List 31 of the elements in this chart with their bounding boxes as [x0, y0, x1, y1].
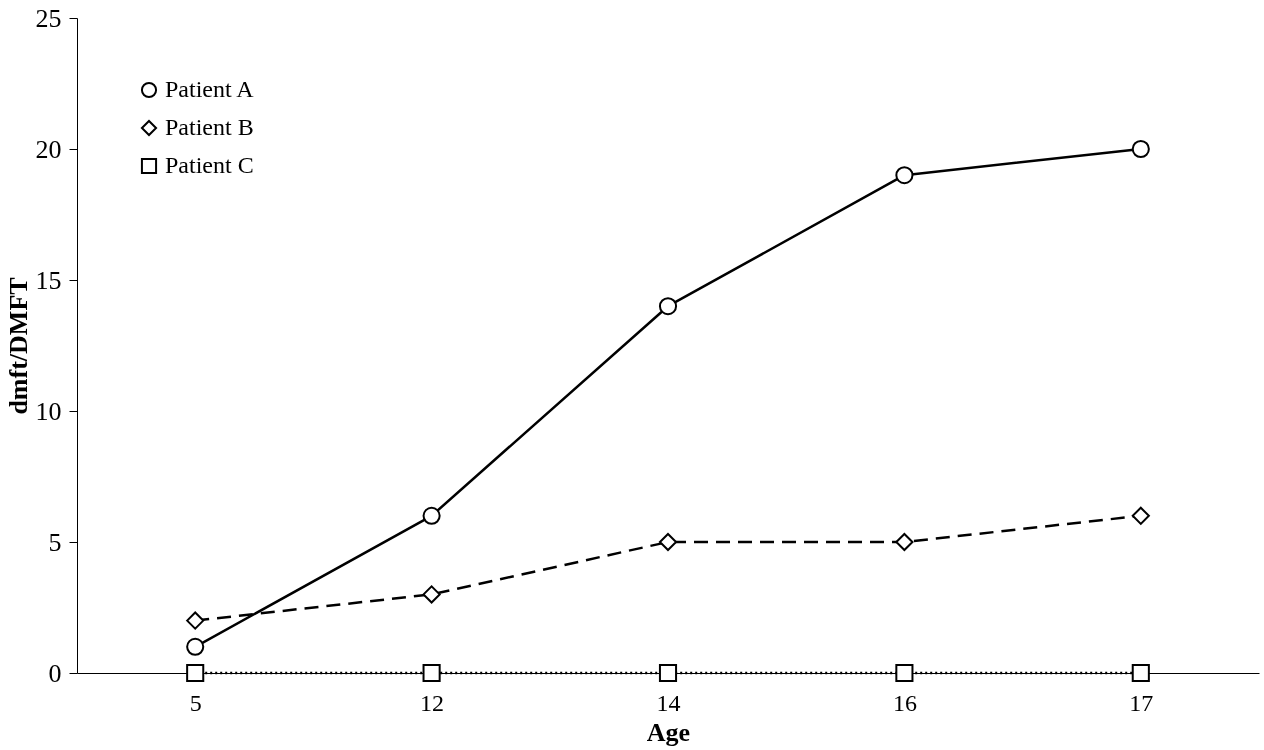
point — [895, 166, 914, 185]
point — [895, 532, 914, 552]
point — [658, 532, 678, 552]
y-tick-label: 25 — [35, 3, 62, 33]
point — [1131, 663, 1150, 683]
x-tick-label: 16 — [892, 689, 917, 716]
point — [1131, 139, 1150, 159]
point — [422, 506, 441, 525]
y-tick-label: 5 — [48, 527, 62, 557]
point — [1131, 506, 1150, 525]
legend-label: Patient A — [165, 76, 255, 102]
y-tick-label: 10 — [35, 396, 62, 426]
y-tick-label: 20 — [35, 134, 62, 164]
point — [186, 663, 205, 683]
x-axis-title: Age — [646, 717, 691, 747]
point — [422, 585, 441, 604]
point — [895, 663, 914, 683]
point — [658, 297, 678, 316]
y-axis-title: dmft/DMFT — [3, 277, 33, 415]
point — [422, 663, 441, 683]
point — [186, 611, 205, 630]
y-tick-label: 0 — [48, 658, 62, 688]
x-tick-label: 12 — [420, 689, 445, 716]
legend-label: Patient B — [165, 114, 254, 140]
x-tick-label: 17 — [1129, 689, 1154, 716]
point — [186, 637, 205, 656]
point — [658, 663, 678, 683]
x-tick-label: 5 — [189, 689, 202, 716]
y-tick-label: 15 — [35, 265, 62, 295]
legend-label: Patient C — [165, 152, 254, 178]
x-tick-label: 14 — [656, 689, 681, 716]
